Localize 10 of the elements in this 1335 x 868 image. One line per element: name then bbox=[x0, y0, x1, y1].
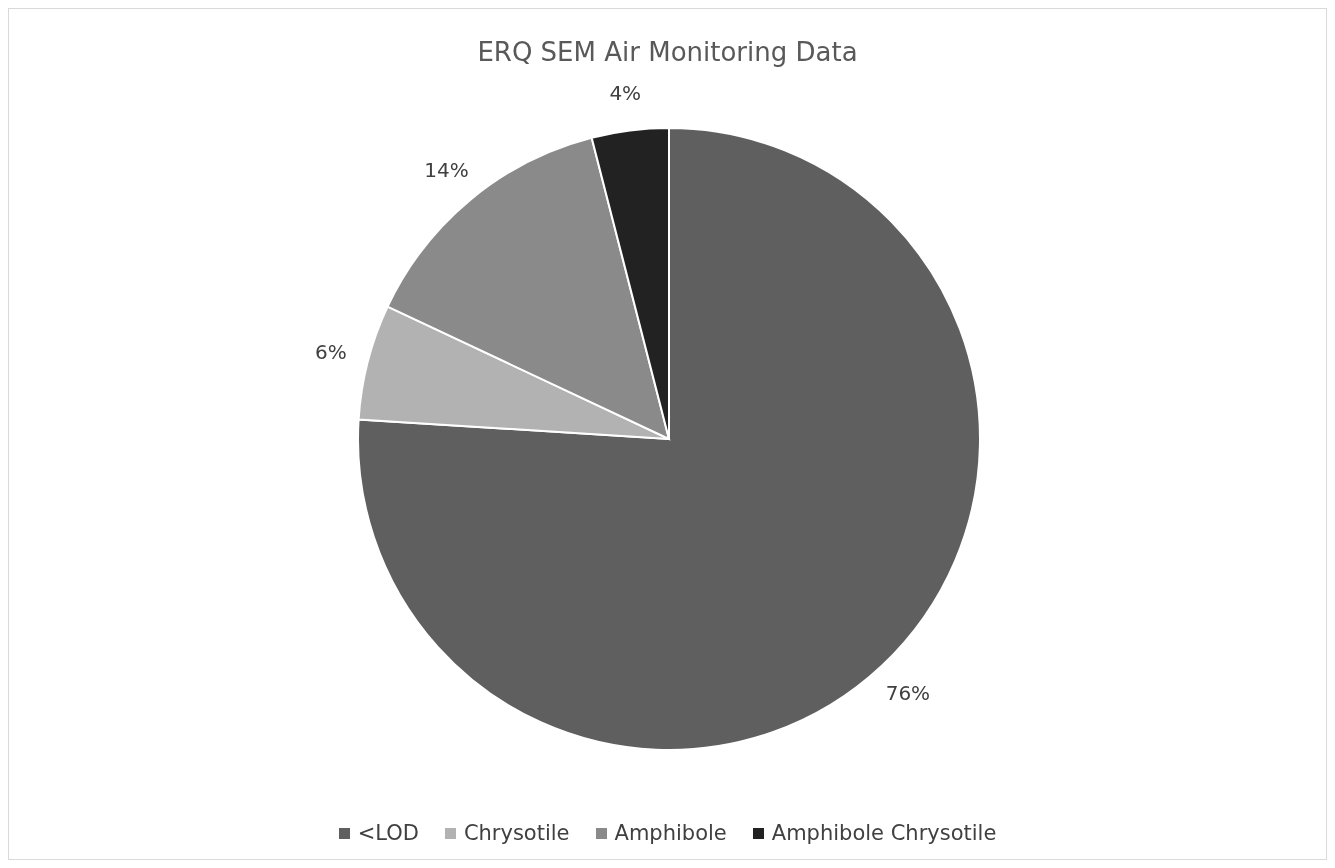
legend-label: Chrysotile bbox=[463, 821, 570, 845]
pie-slice bbox=[357, 127, 981, 751]
legend-label: Amphibole bbox=[614, 821, 727, 845]
legend-label: Amphibole Chrysotile bbox=[771, 821, 997, 845]
data-label: 14% bbox=[424, 158, 469, 183]
chart-title: ERQ SEM Air Monitoring Data bbox=[476, 37, 859, 67]
data-label: 4% bbox=[609, 80, 642, 105]
legend-label: <LOD bbox=[357, 821, 419, 845]
data-label: 6% bbox=[315, 340, 347, 365]
data-label: 76% bbox=[885, 681, 931, 706]
